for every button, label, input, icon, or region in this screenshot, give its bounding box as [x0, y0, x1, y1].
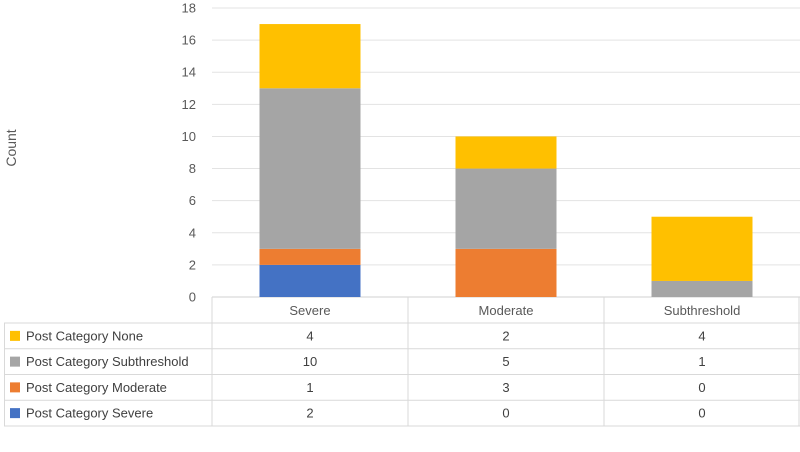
bar-segment — [455, 248, 557, 297]
bars — [259, 24, 753, 297]
legend-label: Post Category Moderate — [26, 380, 167, 395]
legend-swatch — [10, 330, 20, 341]
y-tick-label: 16 — [182, 33, 196, 48]
bar-segment — [259, 264, 361, 297]
y-axis: 0 2 4 6 8 10 12 14 16 18 — [182, 1, 196, 305]
data-label: 4 — [306, 328, 313, 343]
data-table: Severe Moderate Subthreshold Post Category … — [4, 297, 800, 427]
y-tick-label: 18 — [182, 1, 196, 16]
data-label: 10 — [303, 354, 317, 369]
data-label: 2 — [502, 328, 509, 343]
data-label: 0 — [698, 380, 705, 395]
y-tick-label: 14 — [182, 65, 196, 80]
y-axis-title: Count — [3, 129, 19, 166]
x-category-label: Moderate — [479, 303, 534, 318]
x-category-label: Subthreshold — [664, 303, 741, 318]
bar-segment — [651, 280, 753, 297]
bar-segment — [259, 248, 361, 265]
bar-segment — [455, 168, 557, 249]
y-tick-label: 4 — [189, 225, 196, 240]
legend-swatch — [10, 382, 20, 393]
bar-segment — [455, 136, 557, 169]
y-tick-label: 12 — [182, 97, 196, 112]
bar-segment — [259, 88, 361, 249]
data-label: 0 — [698, 406, 705, 421]
data-label: 5 — [502, 354, 509, 369]
legend-swatch — [10, 356, 20, 367]
legend-swatch — [10, 408, 20, 419]
data-label: 0 — [502, 406, 509, 421]
y-tick-label: 8 — [189, 161, 196, 176]
data-label: 4 — [698, 328, 705, 343]
bar-segment — [651, 216, 753, 281]
x-category-label: Severe — [289, 303, 330, 318]
y-tick-label: 6 — [189, 193, 196, 208]
y-tick-label: 2 — [189, 257, 196, 272]
data-label: 3 — [502, 380, 509, 395]
bar-segment — [259, 24, 361, 89]
data-label: 2 — [306, 406, 313, 421]
legend-label: Post Category Subthreshold — [26, 354, 189, 369]
legend-label: Post Category None — [26, 328, 143, 343]
y-tick-label: 0 — [189, 290, 196, 305]
data-label: 1 — [698, 354, 705, 369]
legend-label: Post Category Severe — [26, 406, 153, 421]
y-tick-label: 10 — [182, 129, 196, 144]
data-label: 1 — [306, 380, 313, 395]
